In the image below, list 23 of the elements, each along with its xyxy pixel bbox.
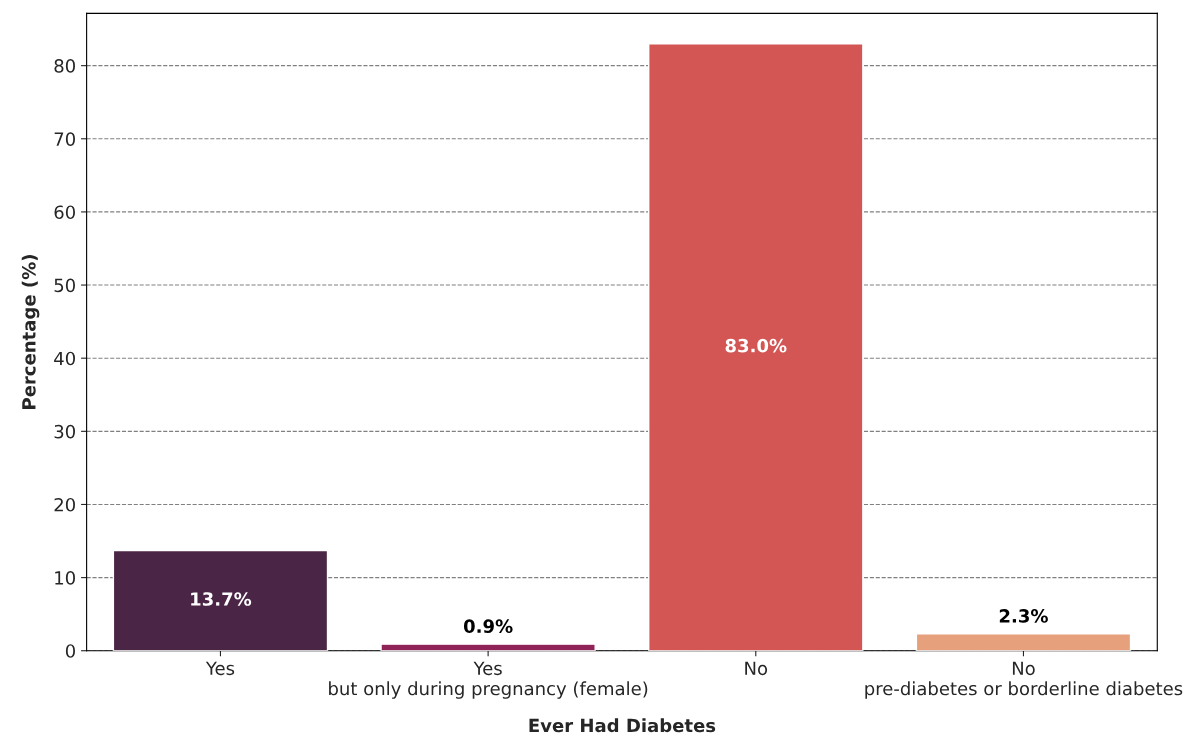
y-tick-label: 70 [54, 132, 75, 146]
data-label: 0.9% [463, 619, 513, 634]
y-tick-label: 60 [54, 205, 75, 220]
y-tick-label: 0 [65, 644, 75, 658]
y-tick-label: 10 [55, 571, 75, 585]
x-axis-title: Ever Had Diabetes [529, 718, 716, 733]
y-tick-label: 80 [54, 59, 75, 73]
x-tick-label: No [745, 661, 768, 676]
bar [648, 43, 864, 651]
bar [380, 643, 596, 651]
y-tick-label: 30 [54, 424, 75, 439]
data-label: 2.3% [999, 609, 1048, 623]
y-tick-label: 40 [54, 351, 75, 366]
y-axis-title: Percentage (%) [21, 255, 40, 409]
data-label: 83.0% [725, 338, 787, 353]
bar [915, 633, 1132, 651]
y-tick-label: 50 [54, 278, 75, 293]
y-tick-label: 20 [54, 497, 75, 512]
bar [112, 549, 329, 651]
data-label: 13.7% [191, 592, 252, 606]
x-tick-label: Yes [205, 661, 235, 676]
x-tick-label: No pre-diabetes or borderline diabetes [865, 661, 1183, 699]
x-tick-label: Yes but only during pregnancy (female) [329, 661, 648, 699]
